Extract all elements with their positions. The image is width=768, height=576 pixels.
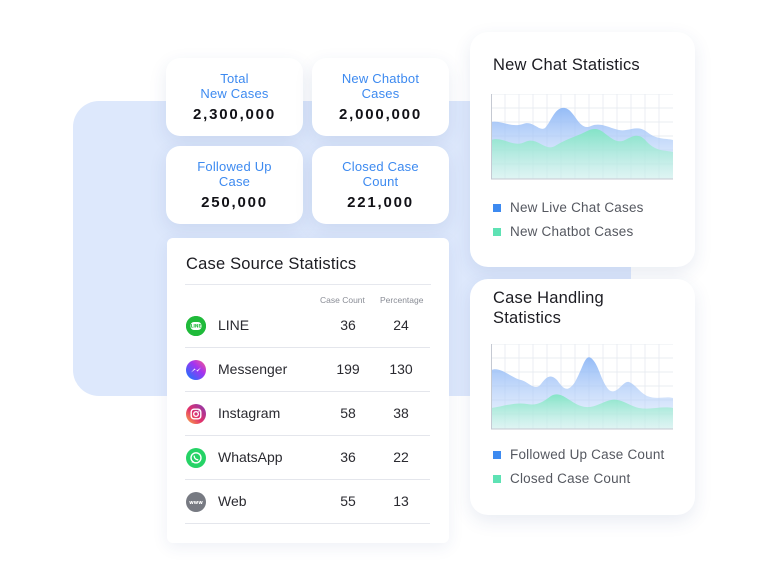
source-count: 55 bbox=[340, 493, 356, 509]
source-name: WhatsApp bbox=[218, 449, 283, 465]
source-percentage: 13 bbox=[393, 493, 409, 509]
source-name: Web bbox=[218, 493, 247, 509]
source-row-web: www Web 55 13 bbox=[185, 480, 430, 524]
legend-label: New Live Chat Cases bbox=[510, 200, 644, 215]
legend-label: Followed Up Case Count bbox=[510, 447, 665, 462]
line-icon: LINE bbox=[186, 316, 206, 336]
svg-text:LINE: LINE bbox=[191, 324, 202, 329]
source-percentage: 22 bbox=[393, 449, 409, 465]
new-chatbot-cases-value: 2,000,000 bbox=[339, 106, 422, 123]
total-new-cases-value: 2,300,000 bbox=[193, 106, 276, 123]
percentage-column-header: Percentage bbox=[380, 295, 424, 305]
case-handling-title-line2: Statistics bbox=[493, 309, 562, 327]
source-count: 58 bbox=[340, 405, 356, 421]
case-source-statistics-card: Case Source Statistics Case Count Percen… bbox=[167, 238, 449, 543]
case-handling-statistics-card: Case Handling Statistics Followed Up Cas… bbox=[470, 279, 695, 515]
new-chatbot-cases-label-line2: Cases bbox=[361, 86, 400, 101]
closed-case-count-label-line1: Closed Case bbox=[342, 159, 419, 174]
whatsapp-icon bbox=[186, 448, 206, 468]
web-icon: www bbox=[186, 492, 206, 512]
total-new-cases-label-line1: Total bbox=[220, 71, 249, 86]
source-count: 36 bbox=[340, 317, 356, 333]
new-chatbot-cases-area bbox=[491, 128, 673, 179]
source-count: 199 bbox=[336, 361, 360, 377]
source-percentage: 38 bbox=[393, 405, 409, 421]
total-new-cases-card: Total New Cases 2,300,000 bbox=[166, 58, 303, 136]
messenger-icon bbox=[186, 360, 206, 380]
legend-swatch-green bbox=[493, 227, 501, 236]
followed-up-case-card: Followed Up Case 250,000 bbox=[166, 146, 303, 224]
legend-swatch-blue bbox=[493, 450, 501, 459]
legend-swatch-blue bbox=[493, 203, 501, 212]
closed-case-count-label-line2: Count bbox=[362, 174, 399, 189]
closed-case-count-card: Closed Case Count 221,000 bbox=[312, 146, 449, 224]
case-handling-title-line1: Case Handling bbox=[493, 289, 604, 307]
legend-label: New Chatbot Cases bbox=[510, 224, 634, 239]
legend-followed-up-case-count: Followed Up Case Count bbox=[493, 447, 664, 462]
instagram-icon bbox=[186, 404, 206, 424]
source-row-instagram: Instagram 58 38 bbox=[185, 392, 430, 436]
new-chatbot-cases-label-line1: New Chatbot bbox=[341, 71, 420, 86]
source-name: Messenger bbox=[218, 361, 288, 377]
closed-case-count-value: 221,000 bbox=[347, 194, 414, 211]
case-source-title: Case Source Statistics bbox=[186, 255, 357, 273]
legend-label: Closed Case Count bbox=[510, 471, 631, 486]
source-name: LINE bbox=[218, 317, 250, 333]
closed-case-count-area bbox=[491, 394, 673, 429]
source-row-messenger: Messenger 199 130 bbox=[185, 348, 430, 392]
source-row-line: LINE LINE 36 24 bbox=[185, 304, 430, 348]
svg-text:www: www bbox=[189, 500, 203, 506]
legend-new-chatbot-cases: New Chatbot Cases bbox=[493, 224, 633, 239]
legend-swatch-green bbox=[493, 474, 501, 483]
new-chat-area-chart bbox=[491, 94, 673, 180]
case-handling-area-chart bbox=[491, 344, 673, 430]
source-name: Instagram bbox=[218, 405, 281, 421]
case-source-title-divider bbox=[185, 284, 431, 285]
followed-up-case-value: 250,000 bbox=[201, 194, 268, 211]
new-chatbot-cases-card: New Chatbot Cases 2,000,000 bbox=[312, 58, 449, 136]
followed-up-case-label-line2: Case bbox=[218, 174, 251, 189]
followed-up-case-label-line1: Followed Up bbox=[197, 159, 272, 174]
new-chat-title: New Chat Statistics bbox=[493, 56, 640, 74]
source-count: 36 bbox=[340, 449, 356, 465]
legend-new-live-chat-cases: New Live Chat Cases bbox=[493, 200, 644, 215]
legend-closed-case-count: Closed Case Count bbox=[493, 471, 630, 486]
case-count-column-header: Case Count bbox=[320, 295, 365, 305]
new-chat-statistics-card: New Chat Statistics New Live Chat Cases … bbox=[470, 32, 695, 267]
source-percentage: 24 bbox=[393, 317, 409, 333]
source-row-whatsapp: WhatsApp 36 22 bbox=[185, 436, 430, 480]
total-new-cases-label-line2: New Cases bbox=[200, 86, 269, 101]
source-percentage: 130 bbox=[389, 361, 413, 377]
